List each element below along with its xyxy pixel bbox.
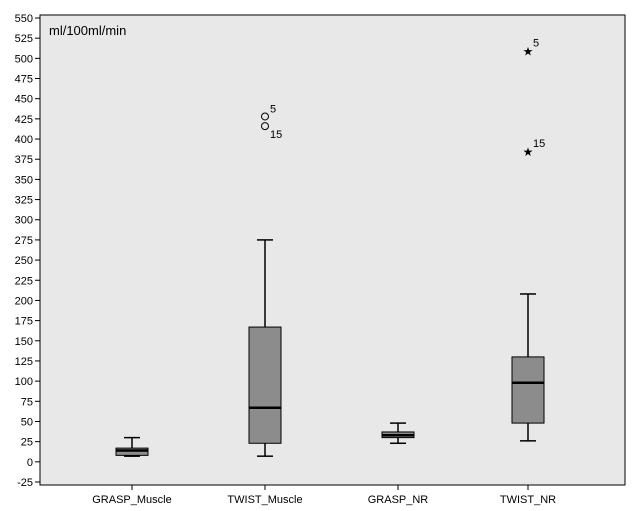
y-tick-label: 175 (15, 316, 33, 328)
y-tick-label: 475 (15, 74, 33, 86)
unit-label: ml/100ml/min (49, 23, 126, 38)
x-tick-label: GRASP_Muscle (92, 494, 171, 506)
outlier-circle (261, 122, 269, 131)
x-tick-label: TWIST_NR (500, 494, 556, 506)
y-tick-label: 25 (21, 437, 33, 449)
box-TWIST_NR: ★5★15 (511, 37, 545, 442)
y-tick-label: 75 (21, 396, 33, 408)
y-tick-label: 150 (15, 336, 33, 348)
y-tick-label: 125 (15, 356, 33, 368)
outlier-star: ★ (523, 44, 534, 58)
y-tick-label: 325 (15, 195, 33, 207)
box-GRASP_Muscle (115, 436, 149, 457)
y-tick-label: 375 (15, 154, 33, 166)
x-axis: GRASP_Muscle TWIST_Muscle GRASP_NR TWIST_NR (92, 485, 556, 506)
y-tick-label: 200 (15, 295, 33, 307)
y-tick-label: 550 (15, 13, 33, 25)
y-tick-label: 300 (15, 215, 33, 227)
y-tick-label: 100 (15, 376, 33, 388)
x-tick-label: GRASP_NR (368, 494, 429, 506)
y-tick-label: 225 (15, 275, 33, 287)
box-group: 515★5★15 (115, 37, 545, 457)
y-tick-label: 0 (27, 457, 33, 469)
y-tick-label: 275 (15, 235, 33, 247)
y-tick-label: 400 (15, 134, 33, 146)
y-axis: -25 0 25 50 75 100 125 150 175 200 225 250 275 300 325… (15, 13, 40, 489)
y-tick-label: 450 (15, 94, 33, 106)
y-tick-label: 50 (21, 416, 33, 428)
box-GRASP_NR (381, 422, 415, 445)
outlier-label: 15 (533, 138, 545, 150)
y-tick-label: 525 (15, 33, 33, 45)
y-tick-label: -25 (17, 477, 33, 489)
iqr-box (511, 356, 545, 424)
y-tick-label: 350 (15, 174, 33, 186)
y-tick-label: 425 (15, 114, 33, 126)
iqr-box (248, 326, 282, 444)
outlier-star: ★ (523, 145, 534, 159)
outlier-label: 5 (533, 37, 539, 49)
outlier-label: 5 (270, 103, 276, 115)
y-tick-label: 250 (15, 255, 33, 267)
box-TWIST_Muscle: 5 15 (248, 103, 282, 457)
y-tick-label: 500 (15, 53, 33, 65)
outlier-circle (261, 112, 269, 121)
x-tick-label: TWIST_Muscle (227, 494, 302, 506)
outlier-label: 15 (270, 129, 282, 141)
